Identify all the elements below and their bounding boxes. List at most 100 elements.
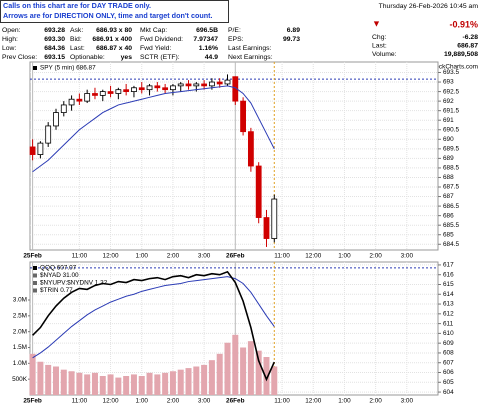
volume-bar (99, 376, 106, 395)
y-tick-label: 613 (443, 301, 454, 308)
candle-body (131, 87, 137, 92)
x-tick-label: 12:00 (305, 398, 321, 405)
x-tick-label: 1:00 (338, 253, 351, 260)
candle-body (84, 93, 91, 102)
y-tick-label: 688.5 (443, 165, 459, 172)
candle-body (177, 83, 184, 87)
y-tick-label: 693.5 (443, 69, 459, 76)
quote-value: 693.15 (44, 54, 65, 61)
quote-value: 686.93 x 80 (96, 27, 132, 34)
candle-body (224, 79, 231, 85)
x-tick-label: 1:00 (136, 253, 149, 260)
stat-value: 19,889,508 (444, 51, 478, 58)
y-tick-label: 687 (443, 193, 454, 200)
legend-swatch (33, 66, 37, 70)
y2-tick-label: 1.0M (13, 360, 27, 367)
quote-value: 7.97347 (193, 36, 218, 43)
y-tick-label: 685 (443, 231, 454, 238)
quote-label: EPS: (228, 36, 244, 43)
volume-bar (185, 368, 192, 395)
y-tick-label: 612 (443, 311, 454, 318)
volume-bar (60, 369, 67, 395)
volume-bar (193, 366, 200, 395)
volume-bar (107, 374, 114, 395)
volume-bar (154, 374, 161, 395)
quote-label: Last: (70, 45, 85, 52)
line (32, 276, 275, 359)
volume-bar (76, 372, 83, 395)
candle-body (76, 98, 83, 102)
candle-body (185, 83, 192, 87)
quote-value: 696.5B (196, 27, 218, 34)
quote-label: Prev Close: (2, 54, 37, 61)
volume-bar (247, 341, 254, 395)
x-tick-label: 3:00 (401, 253, 414, 260)
x-tick-label: 2:00 (167, 398, 180, 405)
volume-bar (84, 374, 91, 395)
volume-bar (37, 361, 44, 395)
quote-label: Next Earnings: (228, 54, 273, 61)
y2-tick-label: 3.0M (13, 297, 27, 304)
candle-body (60, 104, 67, 113)
candle-body (99, 91, 106, 96)
quote-value: 686.87 x 40 (96, 45, 132, 52)
candle-body (45, 125, 52, 144)
y-tick-label: 685.5 (443, 222, 459, 229)
x-tick-label: 2:00 (369, 398, 382, 405)
volume-bar (201, 364, 208, 395)
quote-value: yes (121, 54, 133, 61)
y2-tick-label: 1.5M (13, 344, 27, 351)
x-tick-label: 11:00 (274, 398, 290, 405)
y-tick-label: 609 (443, 340, 454, 347)
candle-body (29, 146, 36, 155)
legend-entry: $TRIN 0.77 (40, 287, 73, 294)
y-tick-label: 607 (443, 359, 454, 366)
candle-body (162, 87, 169, 91)
quote-value: 686.91 x 400 (92, 36, 132, 43)
volume-bar (68, 371, 75, 395)
y2-tick-label: 500K (12, 376, 28, 383)
candle-body (170, 85, 176, 91)
candle-body (271, 198, 278, 239)
volume-bar (52, 366, 59, 395)
y-tick-label: 606 (443, 369, 454, 376)
x-tick-label: 11:00 (274, 253, 290, 260)
y-tick-label: 689.5 (443, 146, 459, 153)
y2-tick-label: 2.0M (13, 328, 27, 335)
candle-body (193, 83, 200, 87)
volume-bar (91, 372, 98, 395)
x-tick-label: 3:00 (198, 253, 211, 260)
candle-body (240, 100, 246, 133)
quote-label: P/E: (228, 27, 241, 34)
y-tick-label: 684.5 (443, 241, 459, 248)
x-tick-label: 3:00 (401, 398, 414, 405)
line (32, 85, 275, 173)
y-tick-label: 608 (443, 350, 454, 357)
quote-label: Fwd Yield: (140, 45, 171, 52)
y-tick-label: 686.5 (443, 203, 459, 210)
notice-line: Arrows are for DIRECTION ONLY, time and … (3, 11, 213, 20)
candle-body (255, 165, 262, 218)
volume-bar (216, 353, 223, 395)
change-pct: -0.91% (449, 19, 478, 29)
volume-bar (271, 366, 278, 395)
notice-line: Calls on this chart are for DAY TRADE on… (3, 1, 151, 10)
x-tick-label: 25Feb (23, 398, 42, 405)
legend-entry: SPY (5 min) 686.87 (40, 65, 96, 72)
candle-body (123, 89, 130, 92)
volume-bar (240, 347, 247, 395)
quote-value: 684.36 (44, 45, 65, 52)
candle-body (138, 87, 145, 91)
y-tick-label: 616 (443, 271, 454, 278)
quote-label: Fwd Dividend: (140, 36, 183, 43)
quote-value: 693.30 (44, 36, 65, 43)
quote-value: 1.16% (199, 45, 218, 52)
y-tick-label: 693 (443, 79, 454, 86)
candle-body (154, 85, 161, 89)
volume-bar (169, 371, 176, 395)
copyright: © StockCharts.com (423, 63, 478, 71)
candle-body (232, 76, 239, 102)
date: Thursday 26-Feb-2026 10:45 am (379, 3, 479, 10)
